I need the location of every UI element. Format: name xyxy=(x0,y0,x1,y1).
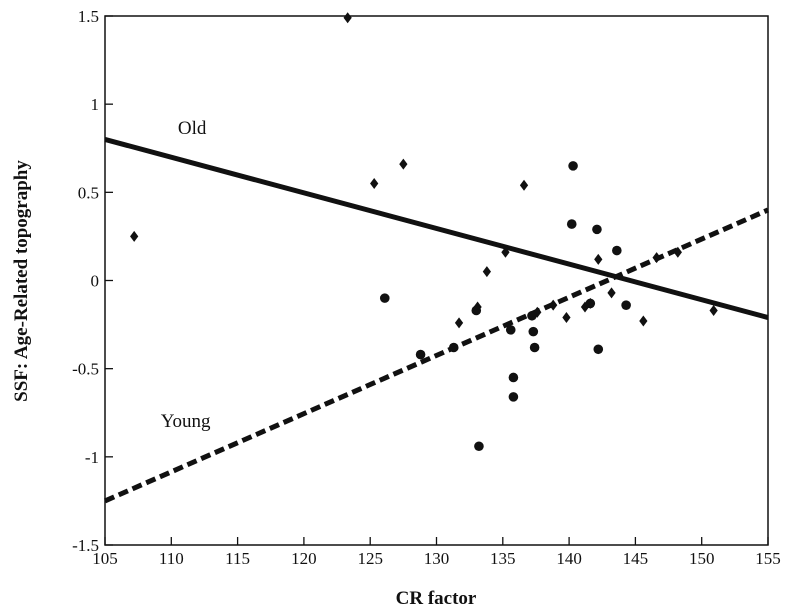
series-label-old: Old xyxy=(178,118,207,139)
fit-lines xyxy=(103,137,770,504)
plot-area xyxy=(104,15,769,546)
data-point-young xyxy=(379,293,390,303)
y-axis-title: SSF: Age-Related topography xyxy=(11,160,32,402)
data-point-young xyxy=(529,342,540,353)
data-point-young xyxy=(505,325,516,335)
y-tick-label: 0 xyxy=(91,272,100,291)
data-point-old xyxy=(607,287,616,299)
x-tick-label: 130 xyxy=(424,549,450,568)
data-point-old xyxy=(454,317,464,329)
fit-line-young xyxy=(103,207,770,504)
series-label-young: Young xyxy=(161,411,211,432)
data-point-old xyxy=(652,252,661,264)
data-point-old xyxy=(709,304,718,316)
data-point-young xyxy=(585,298,596,309)
data-point-young xyxy=(415,349,426,360)
data-point-young xyxy=(508,392,519,402)
data-point-old xyxy=(370,178,379,190)
y-tick-label: -0.5 xyxy=(72,360,99,379)
x-tick-label: 155 xyxy=(755,549,781,568)
data-point-old xyxy=(639,315,648,327)
x-tick-label: 150 xyxy=(689,549,715,568)
data-point-old xyxy=(549,299,558,311)
data-point-young xyxy=(474,441,484,452)
data-point-old xyxy=(399,158,408,170)
data-point-young xyxy=(593,344,604,355)
data-point-old xyxy=(130,230,139,242)
x-tick-label: 115 xyxy=(225,549,250,568)
data-point-old xyxy=(501,246,510,258)
y-tick-label: 1.5 xyxy=(78,7,99,26)
data-point-young xyxy=(566,219,577,229)
data-point-old xyxy=(594,253,603,265)
data-point-young xyxy=(508,372,519,383)
x-tick-label: 145 xyxy=(623,549,649,568)
data-point-young xyxy=(568,161,578,171)
y-tick-label: -1 xyxy=(85,448,99,467)
x-tick-label: 110 xyxy=(159,549,184,568)
x-tick-label: 125 xyxy=(357,549,383,568)
data-point-old xyxy=(343,12,352,24)
y-tick-label: 0.5 xyxy=(78,183,99,202)
x-tick-label: 135 xyxy=(490,549,516,568)
data-point-old xyxy=(482,266,492,278)
data-point-old xyxy=(519,179,529,191)
fit-line-old xyxy=(104,137,769,320)
data-point-old xyxy=(673,246,682,258)
data-point-young xyxy=(592,224,602,235)
data-point-young xyxy=(621,300,631,310)
axis-ticks: 105 110 115 120 125 130 135 140 145 150 155 1.5 1 0.5… xyxy=(72,7,781,568)
data-points xyxy=(130,12,718,452)
data-point-young xyxy=(528,326,539,337)
data-point-young xyxy=(448,342,459,353)
x-tick-label: 120 xyxy=(291,549,317,568)
y-tick-label: -1.5 xyxy=(72,536,99,555)
series-labels: Old Young xyxy=(161,118,211,432)
data-point-young xyxy=(527,310,537,321)
x-tick-label: 105 xyxy=(92,549,118,568)
data-point-young xyxy=(612,245,622,256)
data-point-young xyxy=(471,305,482,316)
data-point-old xyxy=(562,312,571,324)
x-tick-label: 140 xyxy=(556,549,582,568)
x-axis-title: CR factor xyxy=(396,588,477,609)
y-tick-label: 1 xyxy=(91,95,100,114)
